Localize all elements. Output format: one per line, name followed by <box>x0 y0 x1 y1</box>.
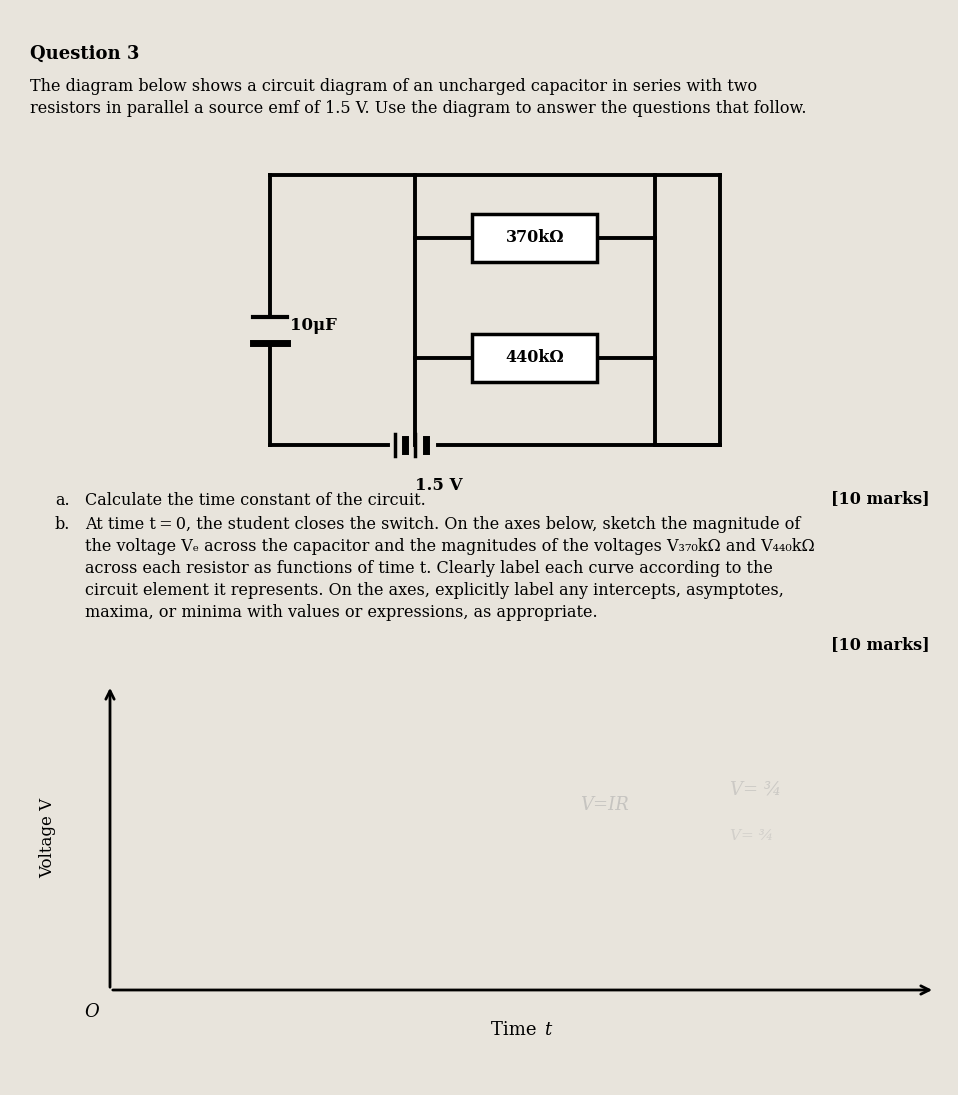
Text: V=IR: V=IR <box>580 796 628 814</box>
Text: Calculate the time constant of the circuit.: Calculate the time constant of the circu… <box>85 492 425 509</box>
Text: 1.5 V: 1.5 V <box>415 477 463 494</box>
Text: the voltage Vₑ across the capacitor and the magnitudes of the voltages V₃₇₀kΩ an: the voltage Vₑ across the capacitor and … <box>85 538 814 555</box>
Text: 440kΩ: 440kΩ <box>506 349 564 366</box>
Text: Question 3: Question 3 <box>30 45 139 64</box>
Text: maxima, or minima with values or expressions, as appropriate.: maxima, or minima with values or express… <box>85 604 598 621</box>
Text: 10μF: 10μF <box>290 316 337 334</box>
Text: At time t = 0, the student closes the switch. On the axes below, sketch the magn: At time t = 0, the student closes the sw… <box>85 516 800 533</box>
Text: 370kΩ: 370kΩ <box>506 229 564 246</box>
Text: resistors in parallel a source emf of 1.5 V. Use the diagram to answer the quest: resistors in parallel a source emf of 1.… <box>30 100 807 117</box>
Text: Time: Time <box>491 1021 542 1039</box>
Text: b.: b. <box>55 516 70 533</box>
Text: V= ¾: V= ¾ <box>730 829 773 843</box>
Text: [10 marks]: [10 marks] <box>832 489 930 507</box>
Text: a.: a. <box>55 492 70 509</box>
Text: across each resistor as functions of time t. Clearly label each curve according : across each resistor as functions of tim… <box>85 560 773 577</box>
Text: Voltage V: Voltage V <box>39 797 57 877</box>
Text: O: O <box>84 1003 100 1021</box>
Bar <box>472 334 598 381</box>
Text: t: t <box>544 1021 552 1039</box>
Text: The diagram below shows a circuit diagram of an uncharged capacitor in series wi: The diagram below shows a circuit diagra… <box>30 78 757 95</box>
Bar <box>472 214 598 262</box>
Text: V= ¾: V= ¾ <box>730 781 782 799</box>
Text: [10 marks]: [10 marks] <box>832 636 930 653</box>
Text: circuit element it represents. On the axes, explicitly label any intercepts, asy: circuit element it represents. On the ax… <box>85 583 784 599</box>
